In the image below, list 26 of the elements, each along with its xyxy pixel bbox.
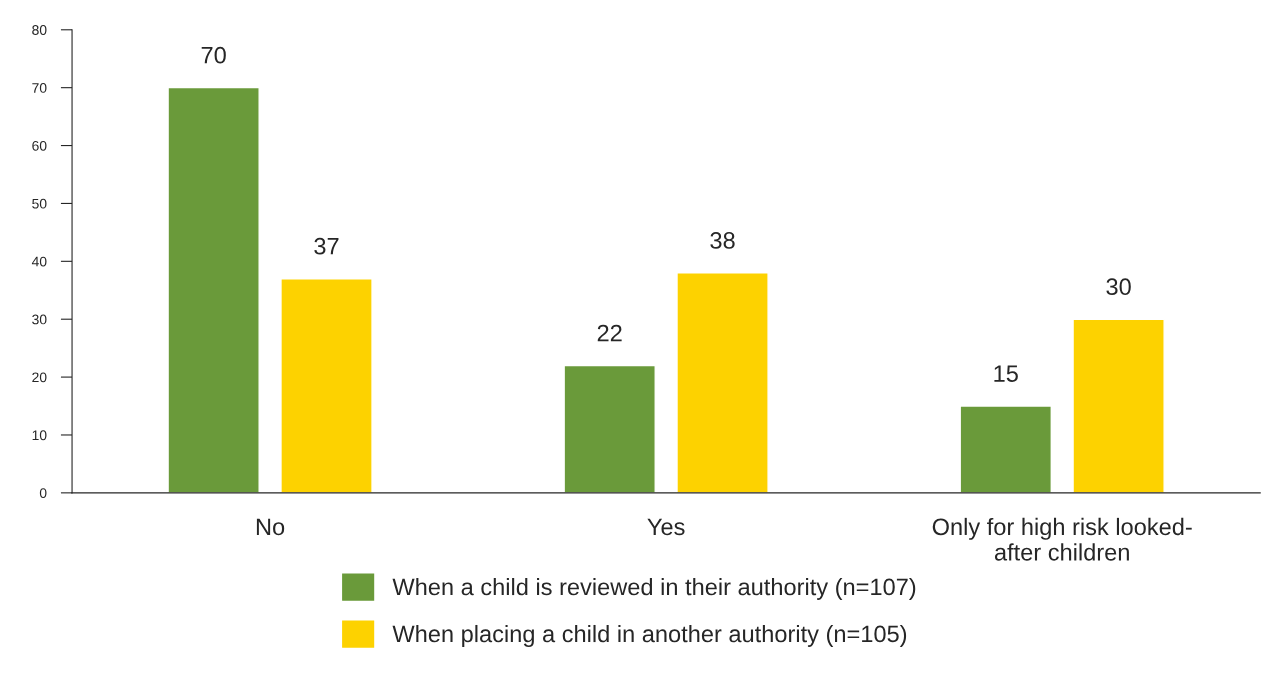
x-tick-label: No	[256, 518, 285, 536]
x-tick-label: Only for high risk looked- after children	[932, 517, 1192, 561]
y-tick-label: 60	[32, 140, 47, 151]
data-label: 37	[314, 237, 339, 255]
y-tick-label: 10	[32, 430, 47, 441]
data-label: 70	[201, 46, 226, 64]
bar	[167, 86, 260, 493]
y-tick-label: 0	[39, 488, 47, 499]
legend-label: When placing a child in another authority (n=105)	[392, 624, 907, 647]
data-label: 30	[1106, 278, 1131, 296]
y-tick-label: 30	[32, 314, 47, 325]
bar	[563, 364, 656, 493]
y-tick-label: 70	[32, 83, 47, 93]
data-label: 22	[597, 324, 622, 342]
data-label: 38	[710, 232, 735, 249]
legend-label: When a child is reviewed in their authority (n=107)	[392, 577, 916, 600]
y-tick-label: 80	[32, 25, 47, 35]
y-tick-label: 50	[32, 198, 47, 209]
x-tick-label: Yes	[647, 518, 685, 536]
bar	[1072, 318, 1165, 493]
bar	[280, 277, 373, 493]
bar	[959, 405, 1052, 493]
bar	[676, 272, 769, 493]
data-label: 15	[994, 365, 1018, 382]
y-tick-label: 20	[32, 372, 47, 383]
y-tick-label: 40	[31, 256, 47, 267]
